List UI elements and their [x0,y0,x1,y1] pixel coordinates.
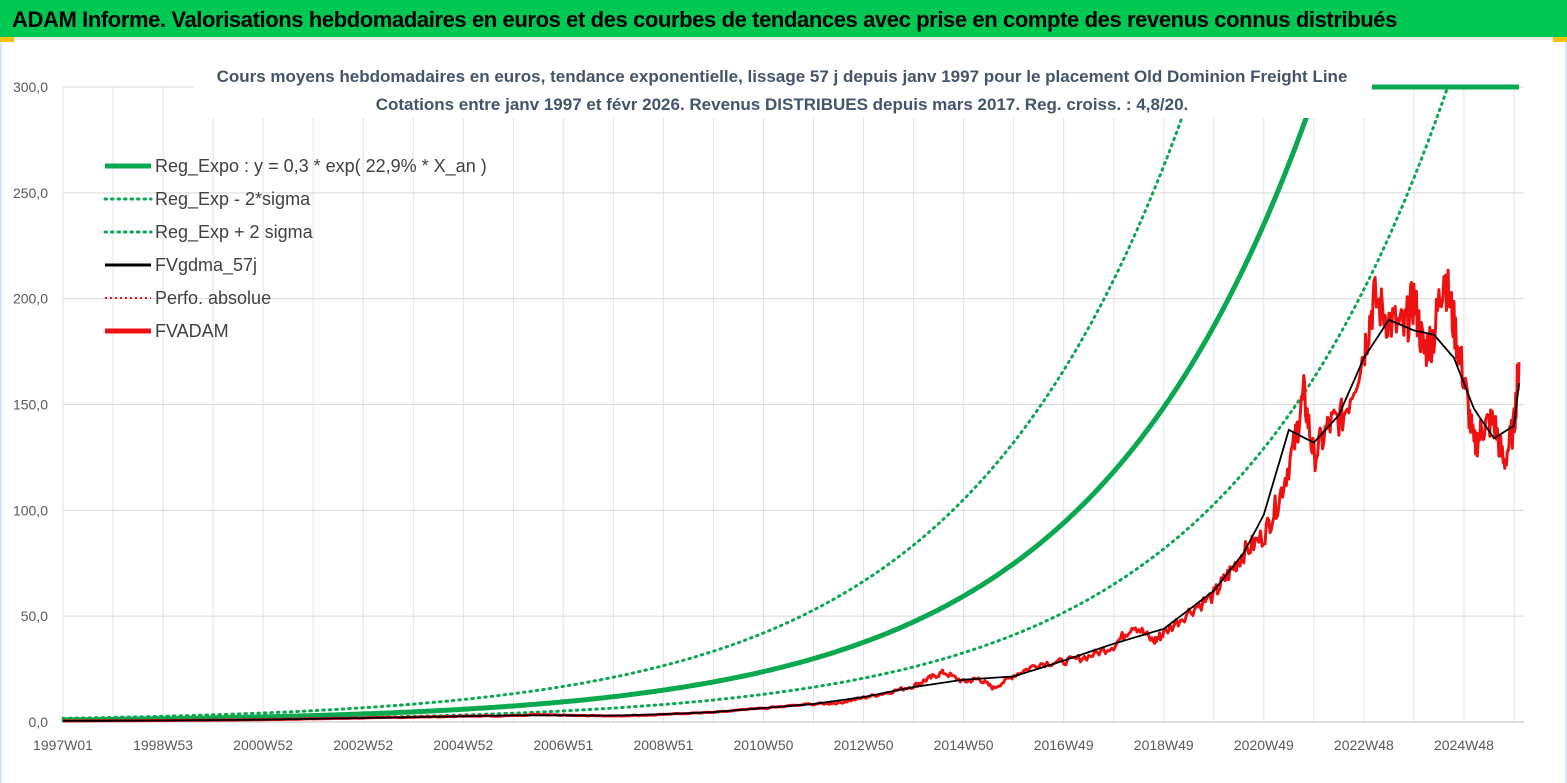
legend-label: Reg_Exp + 2 sigma [155,222,314,243]
y-tick-label: 250,0 [13,185,48,201]
x-tick-label: 2010W50 [734,737,794,753]
y-tick-label: 150,0 [13,397,48,413]
x-tick-label: 2012W50 [834,737,894,753]
line-chart: 0,0 50,0 100,0 150,0 200,0 250,0 300,0 1997W01… [13,60,1524,753]
y-tick-label: 300,0 [13,79,48,95]
title-backdrop [194,60,1372,118]
banner-corner-right [1553,37,1567,42]
x-tick-label: 2020W49 [1234,737,1294,753]
x-tick-label: 1997W01 [33,737,93,753]
x-tick-label: 2016W49 [1034,737,1094,753]
report-banner: ADAM Informe. Valorisations hebdomadaire… [0,0,1567,40]
x-tick-label: 2024W48 [1434,737,1494,753]
x-tick-label: 2000W52 [233,737,293,753]
report-title: ADAM Informe. Valorisations hebdomadaire… [12,7,1397,32]
y-axis: 0,0 50,0 100,0 150,0 200,0 250,0 300,0 [13,79,48,730]
legend-label: FVADAM [155,321,229,341]
x-axis: 1997W01 1998W53 2000W52 2002W52 2004W52 2006W… [33,721,1524,753]
y-tick-label: 100,0 [13,502,48,518]
legend-label: Perfo. absolue [155,288,271,308]
y-tick-label: 50,0 [21,608,48,624]
legend-label: Reg_Exp - 2*sigma [155,189,311,210]
chart-title-line2: Cotations entre janv 1997 et févr 2026. … [376,95,1189,114]
x-tick-label: 2018W49 [1134,737,1194,753]
x-tick-label: 2004W52 [433,737,493,753]
series-fvadam [63,268,1521,723]
chart-titles: Cours moyens hebdomadaires en euros, ten… [194,60,1372,118]
x-tick-label: 2002W52 [333,737,393,753]
banner-corner-left [0,37,14,42]
legend-label: FVgdma_57j [155,255,257,276]
chart-legend: Reg_Expo : y = 0,3 * exp( 22,9% * X_an )… [103,156,487,341]
x-tick-label: 2014W50 [934,737,994,753]
y-tick-label: 0,0 [29,714,49,730]
chart-grid [62,86,1524,723]
series-fvgdma-57j [63,318,1520,722]
series-reg-expo [62,84,1519,723]
chart-area: 0,0 50,0 100,0 150,0 200,0 250,0 300,0 1997W01… [0,42,1567,783]
y-tick-label: 200,0 [13,291,48,307]
chart-title-line1: Cours moyens hebdomadaires en euros, ten… [217,67,1348,86]
legend-label: Reg_Expo : y = 0,3 * exp( 22,9% * X_an ) [155,156,487,177]
x-tick-label: 2006W51 [533,737,593,753]
x-tick-label: 2008W51 [633,737,693,753]
x-tick-label: 2022W48 [1334,737,1394,753]
x-tick-label: 1998W53 [133,737,193,753]
